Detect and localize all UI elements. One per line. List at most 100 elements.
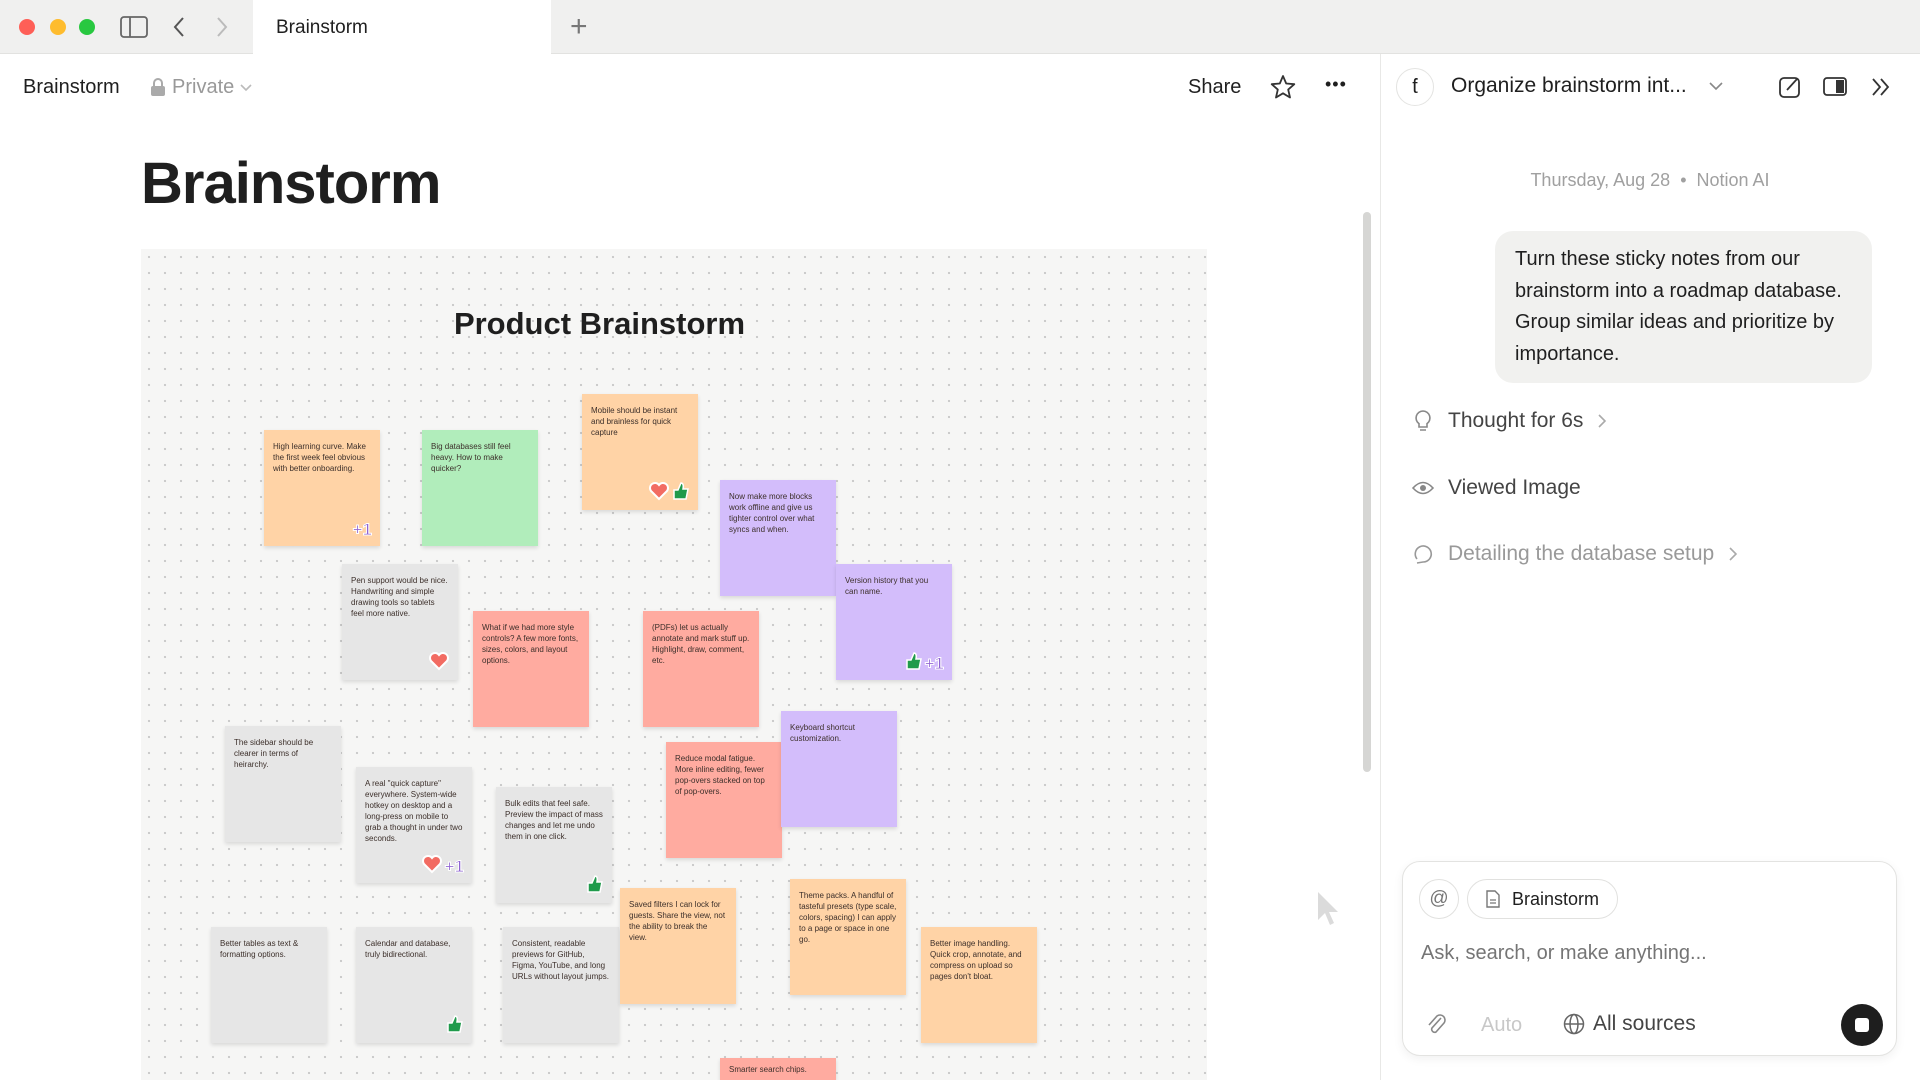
sticky-note-text: Pen support would be nice. Handwriting a…: [351, 576, 448, 618]
plus-one-sticker-icon: +1: [444, 857, 464, 877]
message-meta: Thursday, Aug 28 • Notion AI: [1530, 170, 1770, 190]
maximize-window-button[interactable]: [79, 19, 95, 35]
step-viewed-image: Viewed Image: [1412, 476, 1581, 500]
page-title: Brainstorm: [141, 151, 441, 216]
notion-ai-avatar-icon: ƭ: [1396, 68, 1434, 106]
sticky-note[interactable]: Calendar and database, truly bidirection…: [356, 927, 472, 1043]
mouse-cursor-icon: [1318, 892, 1338, 925]
back-icon[interactable]: [172, 16, 186, 38]
page-scrollbar[interactable]: [1363, 212, 1371, 772]
sticky-note[interactable]: Better tables as text & formatting optio…: [211, 927, 327, 1043]
sticky-note[interactable]: A real "quick capture" everywhere. Syste…: [356, 767, 472, 883]
sticky-note-text: Now make more blocks work offline and gi…: [729, 492, 815, 534]
heart-sticker-icon: [428, 651, 450, 674]
sticky-note-text: High learning curve. Make the first week…: [273, 442, 366, 473]
sticky-note[interactable]: Big databases still feel heavy. How to m…: [422, 430, 538, 546]
sticky-note[interactable]: Smarter search chips.: [720, 1058, 836, 1080]
sticky-note[interactable]: Consistent, readable previews for GitHub…: [503, 927, 619, 1043]
thumbs-up-sticker-icon: [905, 651, 923, 674]
sticky-note[interactable]: Saved filters I can lock for guests. Sha…: [620, 888, 736, 1004]
panel-layout-icon[interactable]: [1822, 76, 1848, 98]
step-thought[interactable]: Thought for 6s: [1412, 409, 1607, 433]
browser-tab-bar: Brainstorm +: [0, 0, 1920, 54]
chevron-down-icon: [1709, 81, 1723, 90]
sticky-note-text: Version history that you can name.: [845, 576, 929, 596]
thumbs-up-sticker-icon: [446, 1014, 464, 1037]
panel-divider: [1380, 54, 1381, 1080]
privacy-dropdown[interactable]: Private: [150, 76, 252, 99]
minimize-window-button[interactable]: [50, 19, 66, 35]
sticky-note[interactable]: Reduce modal fatigue. More inline editin…: [666, 742, 782, 858]
close-window-button[interactable]: [19, 19, 35, 35]
mention-button[interactable]: @: [1419, 879, 1459, 919]
sidebar-toggle-icon[interactable]: [120, 16, 148, 38]
sticky-note[interactable]: What if we had more style controls? A fe…: [473, 611, 589, 727]
forward-icon[interactable]: [215, 16, 229, 38]
new-chat-icon[interactable]: [1778, 75, 1802, 99]
context-chip[interactable]: Brainstorm: [1467, 879, 1618, 919]
ai-prompt-input[interactable]: [1421, 942, 1871, 965]
message-author: Notion AI: [1696, 170, 1770, 190]
ai-input-box: @ Brainstorm Auto All sources: [1402, 861, 1897, 1056]
user-message-bubble: Turn these sticky notes from our brainst…: [1495, 231, 1872, 383]
chevron-down-icon: [240, 83, 252, 91]
lock-icon: [151, 78, 165, 96]
sticky-note-text: Better image handling. Quick crop, annot…: [930, 939, 1022, 981]
sticky-note[interactable]: Keyboard shortcut customization.: [781, 711, 897, 827]
heart-sticker-icon: [421, 854, 443, 877]
message-date: Thursday, Aug 28: [1530, 170, 1671, 190]
sticky-note-text: Bulk edits that feel safe. Preview the i…: [505, 799, 603, 841]
sticky-note[interactable]: Now make more blocks work offline and gi…: [720, 480, 836, 596]
collapse-panel-icon[interactable]: [1870, 77, 1892, 97]
star-icon[interactable]: [1270, 74, 1296, 100]
sticky-note-text: Keyboard shortcut customization.: [790, 723, 855, 743]
breadcrumb-page[interactable]: Brainstorm: [23, 76, 120, 98]
canvas-title: Product Brainstorm: [453, 306, 746, 341]
sticky-note-text: Reduce modal fatigue. More inline editin…: [675, 754, 765, 796]
sticky-note-text: Consistent, readable previews for GitHub…: [512, 939, 609, 981]
sticky-note[interactable]: Mobile should be instant and brainless f…: [582, 394, 698, 510]
thumbs-up-sticker-icon: [586, 874, 604, 897]
attach-icon[interactable]: [1425, 1012, 1447, 1036]
chevron-right-icon: [1598, 414, 1607, 428]
conversation-title-dropdown[interactable]: Organize brainstorm int...: [1451, 74, 1723, 98]
model-mode-button[interactable]: Auto: [1481, 1014, 1523, 1036]
plus-one-sticker-icon: +1: [352, 520, 372, 540]
step-label: Detailing the database setup: [1448, 542, 1715, 565]
chevron-right-icon: [1729, 547, 1738, 561]
stop-icon: [1855, 1018, 1869, 1032]
sticky-note-text: Better tables as text & formatting optio…: [220, 939, 299, 959]
new-tab-button[interactable]: +: [570, 10, 588, 43]
sticky-note[interactable]: Bulk edits that feel safe. Preview the i…: [496, 787, 612, 903]
stop-button[interactable]: [1841, 1004, 1883, 1046]
whiteboard-canvas[interactable]: Product Brainstorm High learning curve. …: [141, 249, 1207, 1080]
sticky-note[interactable]: High learning curve. Make the first week…: [264, 430, 380, 546]
tab-title: Brainstorm: [276, 17, 368, 38]
step-label: Thought for 6s: [1448, 409, 1584, 432]
sticky-note-text: What if we had more style controls? A fe…: [482, 623, 579, 665]
sources-label: All sources: [1593, 1012, 1696, 1035]
sticky-note-text: A real "quick capture" everywhere. Syste…: [365, 779, 463, 843]
sticky-note[interactable]: Better image handling. Quick crop, annot…: [921, 927, 1037, 1043]
sticky-note[interactable]: Pen support would be nice. Handwriting a…: [342, 564, 458, 680]
sources-button[interactable]: All sources: [1563, 1012, 1696, 1036]
step-detailing[interactable]: Detailing the database setup: [1412, 542, 1738, 566]
context-chip-label: Brainstorm: [1511, 888, 1600, 909]
sticky-note-text: Saved filters I can lock for guests. Sha…: [629, 900, 726, 942]
sticky-note-text: Theme packs. A handful of tasteful prese…: [799, 891, 897, 944]
sticky-note[interactable]: The sidebar should be clearer in terms o…: [225, 726, 341, 842]
thumbs-up-sticker-icon: [672, 481, 690, 504]
sticky-note-text: Big databases still feel heavy. How to m…: [431, 442, 511, 473]
conversation-title: Organize brainstorm int...: [1451, 74, 1687, 97]
sticky-note[interactable]: Theme packs. A handful of tasteful prese…: [790, 879, 906, 995]
sticky-note[interactable]: Version history that you can name. +1: [836, 564, 952, 680]
tab-brainstorm[interactable]: Brainstorm: [253, 0, 551, 54]
lightbulb-icon: [1415, 410, 1431, 431]
globe-icon: [1563, 1013, 1585, 1035]
page-icon: [1486, 890, 1500, 908]
sticky-note[interactable]: (PDFs) let us actually annotate and mark…: [643, 611, 759, 727]
step-label: Viewed Image: [1448, 476, 1581, 499]
more-options-button[interactable]: •••: [1325, 74, 1347, 94]
share-button[interactable]: Share: [1188, 76, 1242, 98]
at-icon: @: [1429, 888, 1449, 909]
